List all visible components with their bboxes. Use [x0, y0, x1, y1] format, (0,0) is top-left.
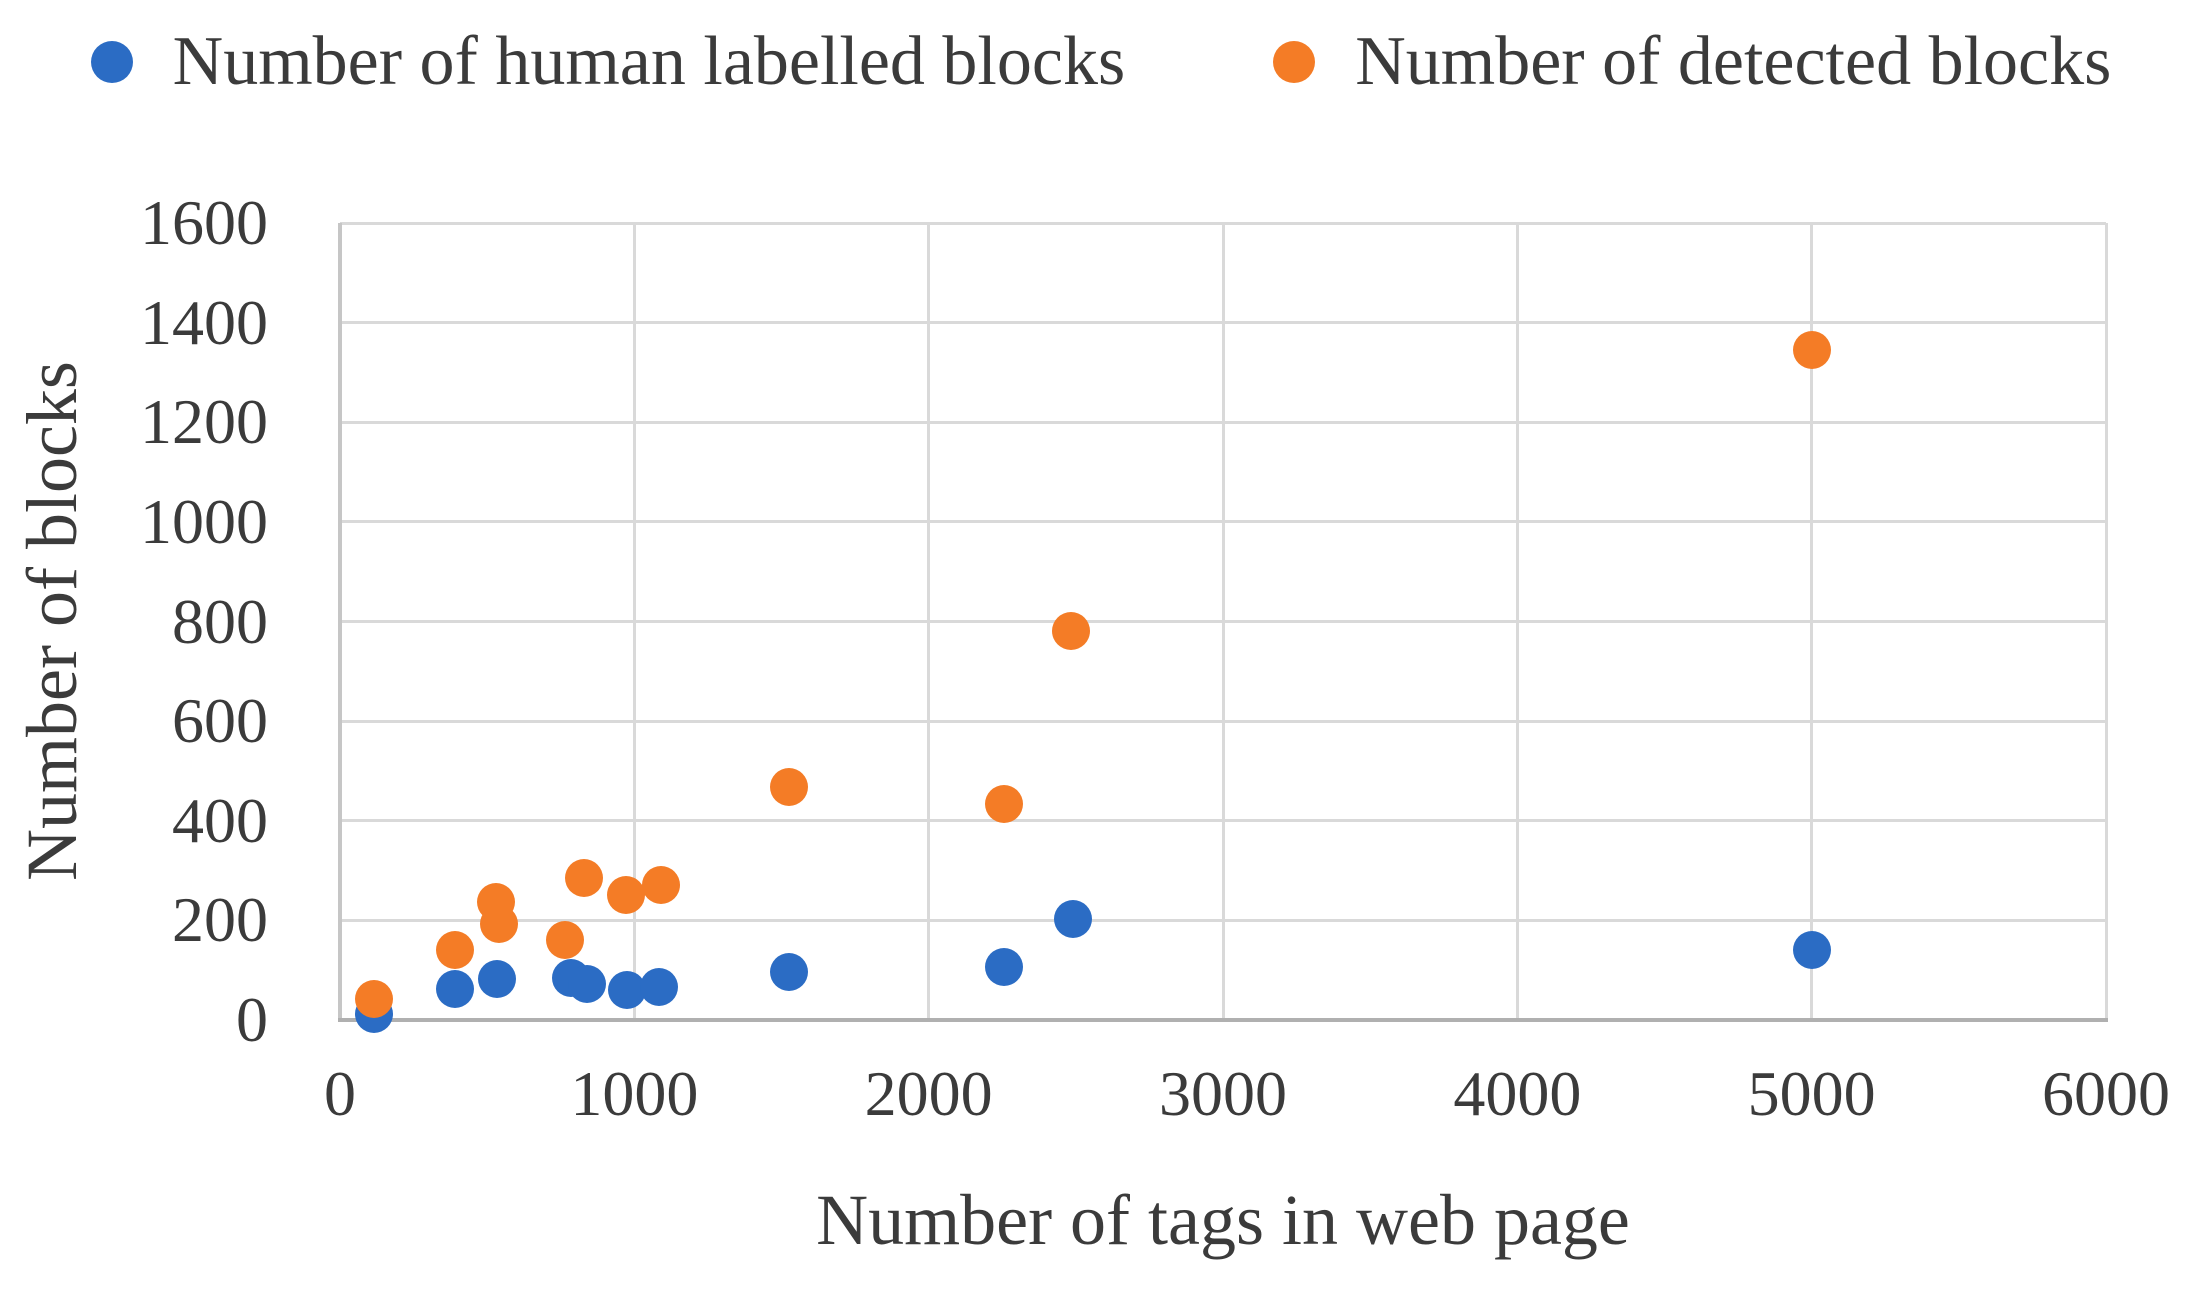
y-tick-label: 0	[236, 984, 268, 1055]
h-gridline	[340, 620, 2106, 623]
y-tick-label: 1200	[140, 386, 268, 458]
h-gridline	[340, 221, 2106, 225]
scatter-point-human	[640, 968, 679, 1007]
scatter-point-detected	[479, 905, 518, 944]
x-tick-label: 5000	[1747, 1058, 1876, 1129]
x-tick-label: 1000	[570, 1058, 699, 1129]
legend-label: Number of detected blocks	[1355, 23, 2112, 100]
h-gridline	[340, 719, 2106, 723]
x-tick-label: 3000	[1159, 1058, 1287, 1129]
x-tick-label: 0	[324, 1058, 356, 1129]
h-gridline	[340, 420, 2106, 424]
scatter-point-detected	[1792, 331, 1831, 370]
x-axis-title: Number of tags in web page	[816, 1180, 1630, 1260]
scatter-point-human	[435, 970, 474, 1009]
scatter-point-detected	[769, 768, 808, 807]
scatter-point-detected	[546, 921, 585, 960]
h-gridline	[340, 520, 2106, 524]
scatter-point-detected	[641, 865, 680, 904]
h-gridline	[340, 819, 2106, 823]
y-tick-label: 800	[172, 585, 268, 657]
scatter-point-human	[478, 959, 517, 998]
h-gridline	[340, 918, 2106, 922]
v-gridline	[2104, 223, 2108, 1020]
legend-item-human: Number of human labelled blocks	[90, 16, 1126, 108]
y-tick-label: 600	[172, 685, 268, 757]
h-gridline	[340, 321, 2106, 325]
scatter-point-human	[568, 964, 607, 1003]
chart-legend: Number of human labelled blocks Number of…	[0, 16, 2202, 108]
scatter-point-human	[1053, 899, 1092, 938]
scatter-point-detected	[354, 980, 393, 1019]
y-tick-label: 400	[172, 784, 268, 856]
y-tick-label: 1600	[140, 187, 268, 258]
scatter-point-detected	[565, 859, 604, 898]
legend-item-detected: Number of detected blocks	[1273, 16, 2111, 108]
y-axis-line	[338, 223, 342, 1020]
scatter-point-human	[984, 948, 1023, 987]
x-tick-label: 4000	[1453, 1058, 1582, 1129]
x-tick-label: 2000	[864, 1058, 993, 1129]
legend-dot-icon	[1273, 41, 1316, 83]
y-tick-label: 1400	[140, 286, 268, 358]
scatter-point-human	[769, 953, 808, 992]
scatter-point-detected	[1052, 612, 1091, 651]
scatter-point-detected	[435, 931, 474, 970]
x-axis-line	[338, 1018, 2108, 1022]
scatter-point-detected	[606, 876, 645, 915]
y-axis-title: Number of blocks	[12, 361, 92, 881]
scatter-point-human	[607, 971, 646, 1010]
x-tick-label: 6000	[2042, 1058, 2170, 1129]
y-tick-label: 200	[172, 884, 268, 956]
scatter-point-human	[1792, 931, 1831, 970]
legend-dot-icon	[90, 41, 133, 83]
legend-label: Number of human labelled blocks	[172, 23, 1126, 100]
scatter-point-detected	[984, 784, 1023, 823]
y-tick-label: 1000	[140, 485, 268, 557]
